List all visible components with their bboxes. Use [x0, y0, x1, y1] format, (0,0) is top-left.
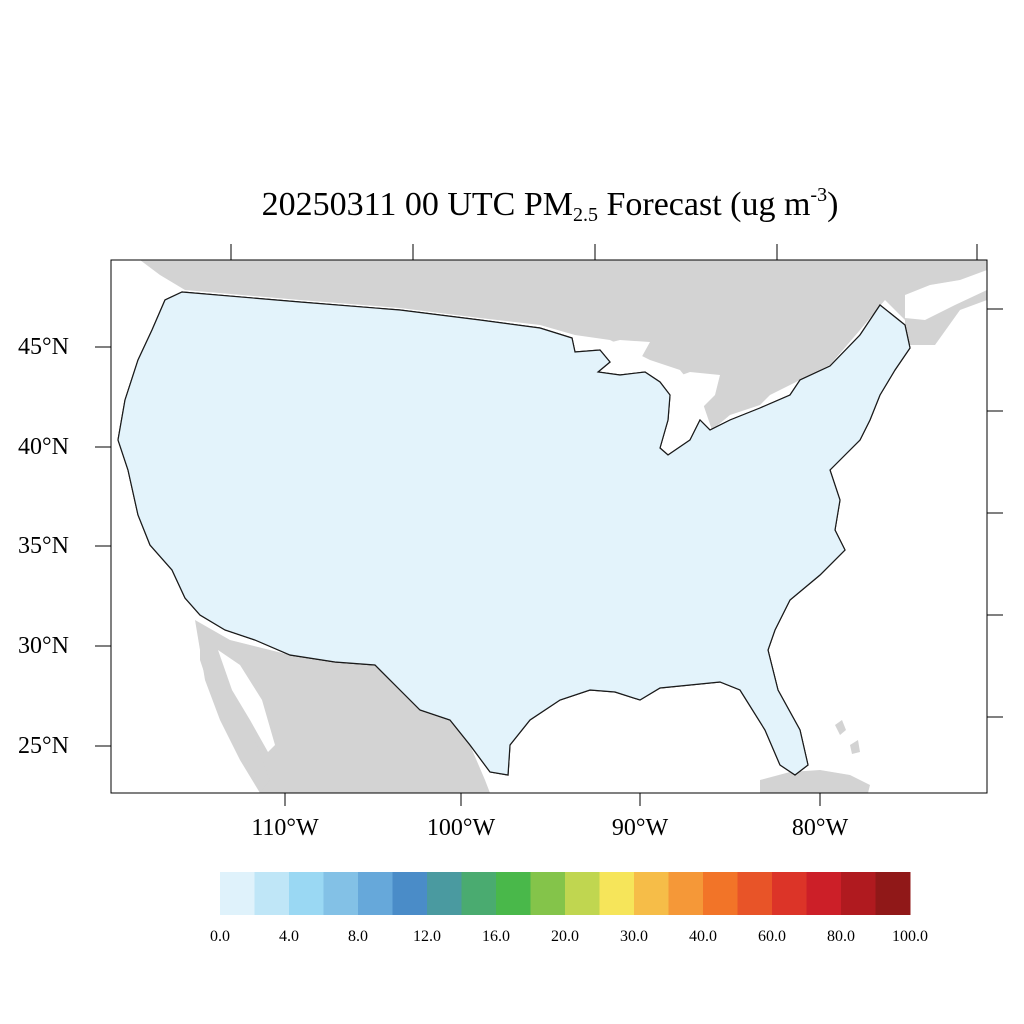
right-ticks — [987, 308, 1003, 718]
canada-landmass — [140, 260, 987, 430]
lat-label-25: 25°N — [18, 733, 69, 759]
colorbar-swatch — [254, 872, 290, 915]
bahamas — [835, 720, 860, 754]
st-lawrence-water — [905, 270, 987, 320]
colorbar-label: 16.0 — [482, 928, 510, 945]
colorbar-swatch — [772, 872, 807, 915]
colorbar-label: 60.0 — [758, 928, 786, 945]
map-area — [111, 260, 987, 793]
colorbar-label: 12.0 — [413, 928, 441, 945]
colorbar-swatch — [565, 872, 600, 915]
colorbar-swatch — [806, 872, 842, 915]
left-ticks — [95, 346, 111, 747]
colorbar-swatch — [599, 872, 635, 915]
lon-label-100: 100°W — [426, 815, 496, 841]
lon-label-90: 90°W — [611, 815, 669, 841]
colorbar-swatch — [220, 872, 255, 915]
colorbar-swatch — [323, 872, 359, 915]
colorbar-swatch — [427, 872, 462, 915]
lat-label-45: 45°N — [18, 334, 69, 360]
colorbar-label: 20.0 — [551, 928, 579, 945]
colorbar-swatch — [530, 872, 566, 915]
colorbar-swatch — [358, 872, 393, 915]
colorbar-swatch — [461, 872, 497, 915]
colorbar-swatch — [668, 872, 704, 915]
colorbar-label: 100.0 — [892, 928, 928, 945]
colorbar-label: 40.0 — [689, 928, 717, 945]
colorbar-swatch — [289, 872, 324, 915]
lat-label-40: 40°N — [18, 434, 69, 460]
colorbar-swatch — [496, 872, 531, 915]
map-title: 20250311 00 UTC PM2.5 Forecast (ug m-3) — [261, 184, 839, 226]
gulf-of-california — [218, 650, 275, 752]
colorbar-label: 0.0 — [210, 928, 230, 945]
colorbar-label: 80.0 — [827, 928, 855, 945]
great-lakes — [560, 340, 815, 450]
top-ticks — [230, 244, 978, 260]
colorbar-swatch — [634, 872, 669, 915]
colorbar-label: 30.0 — [620, 928, 648, 945]
map-frame — [110, 259, 988, 794]
colorbar-swatch — [703, 872, 738, 915]
colorbar-label: 8.0 — [348, 928, 368, 945]
colorbar-swatch — [875, 872, 911, 915]
colorbar-swatch — [392, 872, 428, 915]
baja-california — [200, 630, 270, 790]
lon-label-80: 80°W — [791, 815, 849, 841]
lat-label-30: 30°N — [18, 633, 69, 659]
lat-label-35: 35°N — [18, 533, 69, 559]
lon-label-110: 110°W — [251, 815, 319, 841]
colorbar — [220, 872, 911, 915]
bottom-ticks — [284, 793, 821, 806]
colorbar-swatch — [841, 872, 876, 915]
colorbar-swatch — [737, 872, 773, 915]
cuba — [760, 770, 870, 793]
colorbar-label: 4.0 — [279, 928, 299, 945]
